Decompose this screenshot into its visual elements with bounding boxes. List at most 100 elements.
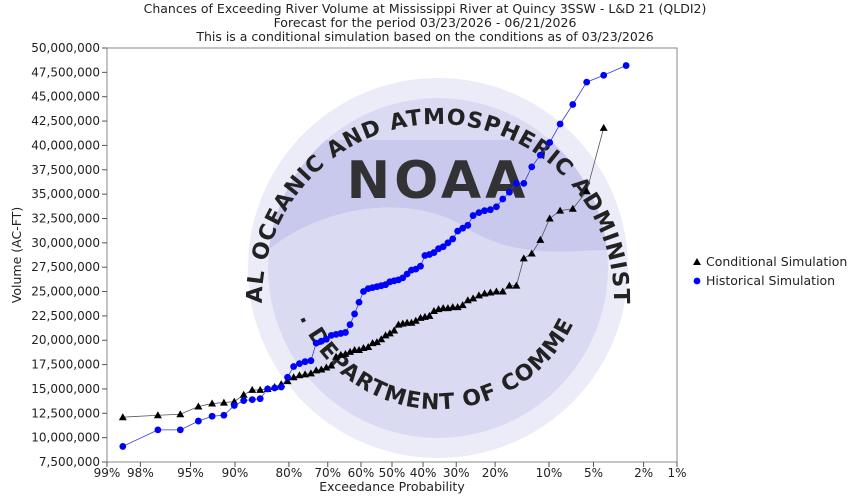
x-tick-label: 1% [667, 466, 686, 480]
series-layer [118, 62, 630, 450]
data-point [582, 187, 591, 195]
y-tick-label: 10,000,000 [31, 431, 100, 445]
legend-label: Conditional Simulation [706, 254, 847, 269]
y-tick-label: 50,000,000 [31, 41, 100, 55]
data-point [351, 310, 358, 318]
y-axis-label: Volume (AC-FT) [9, 207, 24, 303]
data-point [256, 395, 264, 403]
legend-marker [693, 277, 701, 285]
data-point [622, 62, 630, 69]
y-tick-label: 35,000,000 [31, 187, 100, 201]
data-point [556, 120, 564, 128]
data-point [411, 316, 420, 324]
data-point [458, 301, 467, 309]
y-tick-label: 42,500,000 [31, 114, 100, 128]
data-point [474, 291, 483, 299]
data-point [153, 411, 162, 419]
data-point [346, 321, 354, 329]
watermark-logo-text: NOAA [347, 151, 530, 211]
y-tick-label: 30,000,000 [31, 236, 100, 250]
data-point [306, 369, 315, 377]
x-tick-label: 95% [177, 466, 204, 480]
y-tick-label: 27,500,000 [31, 260, 100, 274]
data-point [463, 296, 472, 304]
x-axis-label: Exceedance Probability [319, 479, 465, 494]
x-tick-label: 20% [482, 466, 509, 480]
data-point [296, 360, 303, 368]
data-point [430, 249, 438, 256]
x-tick-label: 10% [536, 466, 563, 480]
data-point [290, 363, 298, 370]
chart-title-line-1: Chances of Exceeding River Volume at Mis… [144, 1, 707, 16]
data-point [512, 281, 521, 289]
legend: Conditional Simulation Historical Simulat… [693, 254, 847, 288]
data-point [546, 139, 554, 146]
data-point [599, 123, 608, 131]
data-point [492, 287, 501, 295]
data-point [264, 385, 272, 393]
data-point [469, 212, 477, 219]
data-point [453, 303, 462, 311]
data-point [176, 410, 185, 418]
data-point [475, 209, 483, 217]
data-point [505, 281, 514, 289]
data-point [600, 71, 608, 79]
data-point [459, 224, 467, 232]
data-point [301, 358, 309, 366]
data-point [256, 385, 265, 393]
y-tick-label: 15,000,000 [31, 382, 100, 396]
data-point [312, 339, 320, 347]
data-point [568, 204, 577, 212]
data-point [512, 180, 520, 187]
y-tick-label: 25,000,000 [31, 285, 100, 299]
data-point [194, 417, 202, 425]
data-point [429, 307, 438, 315]
data-point [248, 385, 257, 393]
data-point [307, 357, 315, 365]
data-point [486, 206, 494, 214]
data-point [545, 214, 554, 222]
x-tick-label: 99% [94, 466, 121, 480]
data-point [385, 329, 394, 337]
y-tick-label: 37,500,000 [31, 163, 100, 177]
data-point [464, 221, 472, 229]
data-point [277, 383, 285, 391]
data-point [154, 426, 162, 434]
data-point [271, 384, 279, 392]
x-axis: 99% 98% 95% 90% 80% 70% 60% 50% 40% 30% 20% 10% 5% 2%… [94, 462, 687, 480]
data-point [355, 345, 364, 353]
x-tick-label: 30% [443, 466, 470, 480]
data-point [399, 274, 407, 282]
data-point [499, 195, 507, 203]
data-point [341, 349, 350, 357]
data-point [240, 397, 248, 405]
data-point [118, 413, 127, 421]
chart-titles: Chances of Exceeding River Volume at Mis… [144, 1, 707, 44]
data-point [208, 412, 216, 420]
data-point [289, 373, 298, 381]
y-tick-label: 12,500,000 [31, 406, 100, 420]
y-tick-label: 40,000,000 [31, 138, 100, 152]
data-point [569, 101, 577, 108]
data-point [301, 370, 310, 378]
data-point [519, 254, 528, 262]
data-point [480, 289, 489, 297]
chart-title-line-3: This is a conditional simulation based o… [195, 29, 653, 44]
y-tick-label: 7,500,000 [39, 455, 100, 469]
x-tick-label: 80% [276, 466, 303, 480]
data-point [377, 335, 386, 343]
legend-marker [693, 258, 701, 265]
data-point [520, 180, 528, 187]
data-point [469, 294, 478, 302]
data-point [176, 426, 184, 434]
data-point [407, 318, 416, 326]
data-point [498, 287, 507, 295]
data-point [248, 396, 256, 404]
data-point [536, 235, 545, 243]
data-point [493, 203, 500, 211]
data-point [417, 262, 424, 270]
data-point [220, 411, 228, 419]
data-point [481, 207, 488, 215]
data-point [527, 249, 536, 257]
data-point [230, 402, 238, 409]
